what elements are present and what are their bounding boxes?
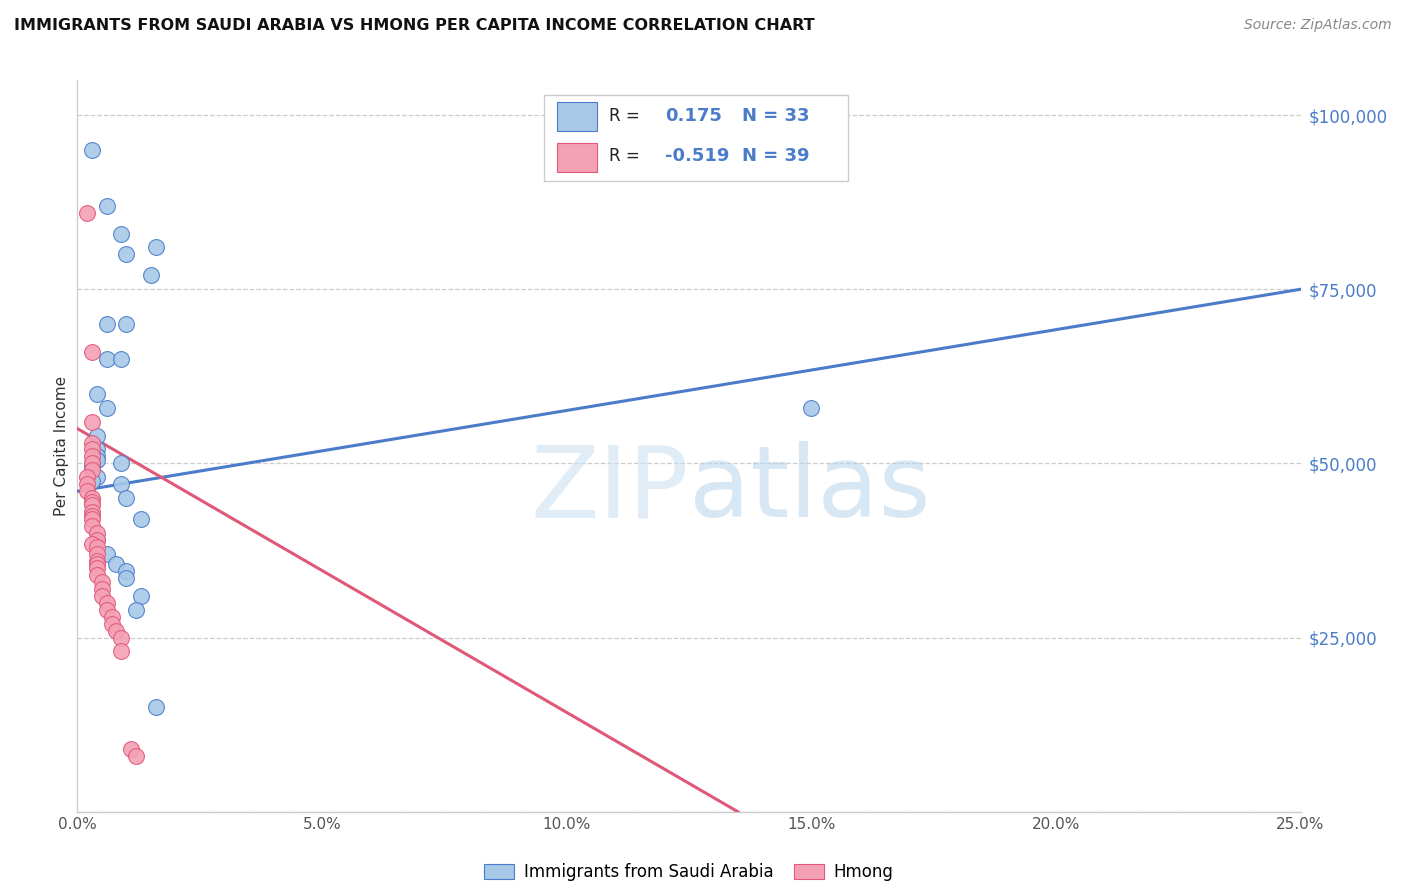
Point xyxy=(115,247,138,261)
Point xyxy=(105,558,128,572)
Point xyxy=(80,508,103,523)
FancyBboxPatch shape xyxy=(557,143,598,172)
Point xyxy=(110,631,132,645)
Point xyxy=(86,547,108,561)
Point xyxy=(80,457,103,471)
Point xyxy=(80,536,103,550)
Point xyxy=(76,470,98,484)
Point xyxy=(129,589,152,603)
Point xyxy=(80,512,103,526)
Point xyxy=(145,700,167,714)
Point xyxy=(76,484,98,499)
Point xyxy=(115,565,138,579)
Text: Source: ZipAtlas.com: Source: ZipAtlas.com xyxy=(1244,18,1392,32)
Point xyxy=(145,240,167,254)
Text: 0.175: 0.175 xyxy=(665,107,721,125)
Point xyxy=(80,474,103,488)
Y-axis label: Per Capita Income: Per Capita Income xyxy=(53,376,69,516)
Point xyxy=(80,459,103,474)
Point xyxy=(80,463,103,477)
Point xyxy=(80,143,103,157)
Point xyxy=(80,442,103,457)
Point xyxy=(139,268,162,283)
Point xyxy=(90,582,112,596)
Text: N = 39: N = 39 xyxy=(742,147,810,165)
Text: IMMIGRANTS FROM SAUDI ARABIA VS HMONG PER CAPITA INCOME CORRELATION CHART: IMMIGRANTS FROM SAUDI ARABIA VS HMONG PE… xyxy=(14,18,814,33)
Point xyxy=(80,415,103,429)
Point xyxy=(86,533,108,547)
Point xyxy=(90,589,112,603)
Point xyxy=(90,574,112,589)
Point xyxy=(120,742,142,756)
Point xyxy=(125,749,148,764)
Point xyxy=(86,442,108,457)
Point xyxy=(80,457,103,471)
Text: R =: R = xyxy=(609,147,640,165)
Point xyxy=(86,386,108,401)
Point xyxy=(110,644,132,658)
Point xyxy=(86,428,108,442)
Point xyxy=(96,401,118,415)
Point xyxy=(86,450,108,464)
Text: R =: R = xyxy=(609,107,640,125)
Point xyxy=(80,491,103,506)
Point xyxy=(110,227,132,241)
Point xyxy=(86,554,108,568)
Point xyxy=(115,571,138,585)
Point xyxy=(86,567,108,582)
Point xyxy=(100,609,122,624)
Point xyxy=(86,540,108,554)
Point xyxy=(80,345,103,359)
Point xyxy=(800,401,823,415)
Point xyxy=(100,616,122,631)
Point xyxy=(96,596,118,610)
Point xyxy=(96,199,118,213)
Point xyxy=(110,351,132,366)
Point xyxy=(110,457,132,471)
Point xyxy=(115,491,138,506)
Point xyxy=(115,317,138,331)
Text: N = 33: N = 33 xyxy=(742,107,810,125)
Point xyxy=(76,477,98,491)
Point xyxy=(110,477,132,491)
Point xyxy=(129,512,152,526)
Point xyxy=(86,561,108,575)
Point xyxy=(105,624,128,638)
Point xyxy=(86,526,108,541)
Point xyxy=(80,505,103,519)
Point xyxy=(86,558,108,572)
Point xyxy=(80,498,103,512)
Point xyxy=(86,470,108,484)
Legend: Immigrants from Saudi Arabia, Hmong: Immigrants from Saudi Arabia, Hmong xyxy=(478,856,900,888)
Point xyxy=(96,351,118,366)
Point xyxy=(80,519,103,533)
Point xyxy=(96,317,118,331)
Point xyxy=(76,205,98,219)
FancyBboxPatch shape xyxy=(544,95,848,181)
Text: -0.519: -0.519 xyxy=(665,147,730,165)
FancyBboxPatch shape xyxy=(557,102,598,131)
Point xyxy=(125,603,148,617)
Point xyxy=(80,494,103,508)
Point xyxy=(86,533,108,547)
Point xyxy=(80,435,103,450)
Point xyxy=(96,547,118,561)
Point xyxy=(80,450,103,464)
Text: ZIP: ZIP xyxy=(530,442,689,539)
Text: atlas: atlas xyxy=(689,442,931,539)
Point xyxy=(96,603,118,617)
Point xyxy=(86,453,108,467)
